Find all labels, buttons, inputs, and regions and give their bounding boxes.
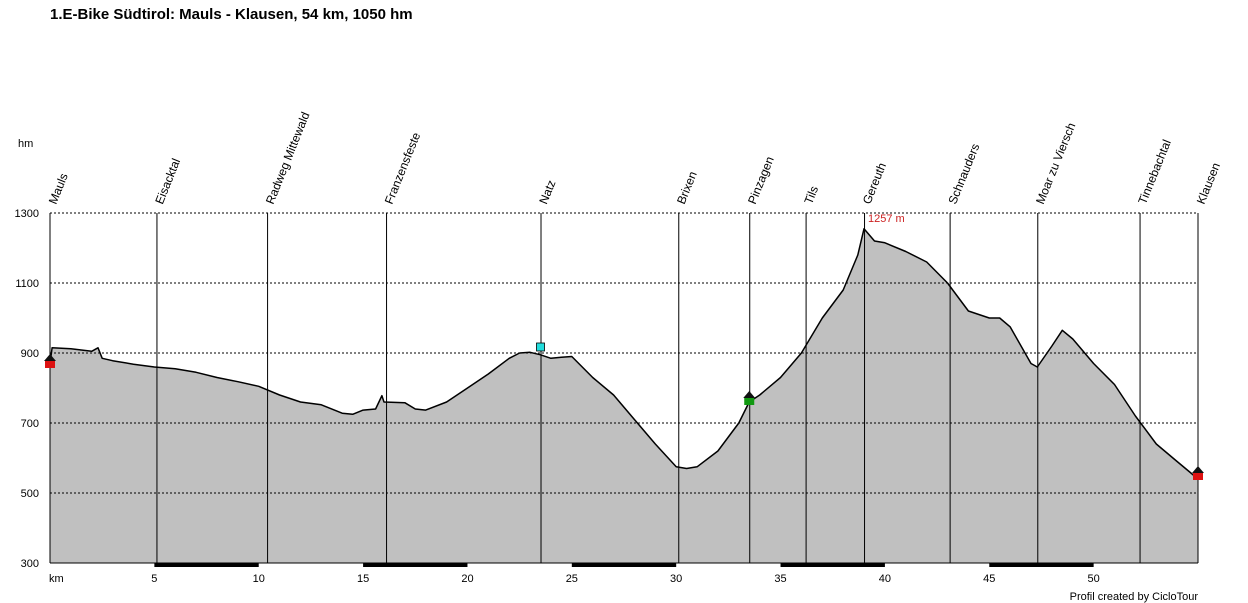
marker-roof — [1192, 466, 1204, 473]
x-tick-label: 25 — [566, 573, 578, 585]
waypoint-label: Schnauders — [945, 141, 982, 206]
marker-roof — [44, 354, 56, 361]
km-scale-bar — [780, 563, 885, 567]
waypoint-label: Gereuth — [860, 161, 889, 206]
elevation-line — [49, 228, 1199, 480]
waypoint-label: Eisacktal — [152, 156, 183, 206]
x-tick-label: 20 — [461, 573, 473, 585]
x-tick-label: 35 — [774, 573, 786, 585]
y-tick-label: 900 — [21, 348, 39, 360]
waypoint-label: Brixen — [674, 169, 700, 206]
grid-layer: 300 500 700 900 1100 1300 — [15, 208, 1198, 570]
km-scale-bar — [154, 563, 259, 567]
km-scale-bar — [363, 563, 468, 567]
waypoint-label: Klausen — [1194, 161, 1223, 206]
x-tick-label: 5 — [151, 573, 157, 585]
elevation-area — [50, 228, 1198, 564]
y-tick-label: 1100 — [15, 278, 39, 290]
start-marker — [44, 354, 56, 368]
marker-roof — [743, 391, 756, 398]
km-scale-bar — [989, 563, 1094, 567]
x-tick-label: 10 — [253, 573, 265, 585]
credit-text: Profil created by CicloTour — [1070, 591, 1199, 603]
marker-layer: 1257 m — [44, 213, 1204, 480]
x-tick-label: 50 — [1088, 573, 1100, 585]
y-tick-label: 500 — [21, 488, 39, 500]
waypoint-label: Pinzagen — [745, 154, 777, 206]
x-tick-label: 40 — [879, 573, 891, 585]
natz-marker — [536, 342, 545, 352]
elevation-area-layer — [49, 228, 1199, 564]
waypoint-label: Tinnebachtal — [1135, 138, 1174, 207]
marker-body — [744, 398, 755, 405]
waypoint-label: Radweg Mittewald — [263, 110, 313, 206]
axis-layer: 5 10 15 20 25 30 35 40 45 50 — [49, 213, 1199, 585]
waypoint-label: Moar zu Viersch — [1033, 121, 1078, 206]
marker-body — [45, 361, 55, 368]
chart-title: 1.E-Bike Südtirol: Mauls - Klausen, 54 k… — [50, 6, 413, 23]
x-tick-label: 45 — [983, 573, 995, 585]
x-tick-label: 15 — [357, 573, 369, 585]
y-tick-label: 1300 — [15, 208, 39, 220]
x-axis-label: km — [49, 573, 64, 585]
waypoint-label: Franzensfeste — [382, 130, 424, 206]
end-marker — [1192, 466, 1204, 480]
y-tick-label: 700 — [21, 418, 39, 430]
marker-body — [1193, 473, 1203, 480]
marker-body — [536, 342, 545, 352]
peak-label: 1257 m — [868, 213, 905, 225]
waypoint-label: Mauls — [46, 171, 71, 206]
waypoint-label: Natz — [536, 178, 558, 206]
pinzagen-marker — [743, 391, 756, 405]
y-axis-label: hm — [18, 138, 33, 150]
y-tick-label: 300 — [21, 558, 39, 570]
x-tick-label: 30 — [670, 573, 682, 585]
waypoint-label: Tils — [801, 184, 821, 206]
km-scale-bar — [571, 563, 677, 567]
